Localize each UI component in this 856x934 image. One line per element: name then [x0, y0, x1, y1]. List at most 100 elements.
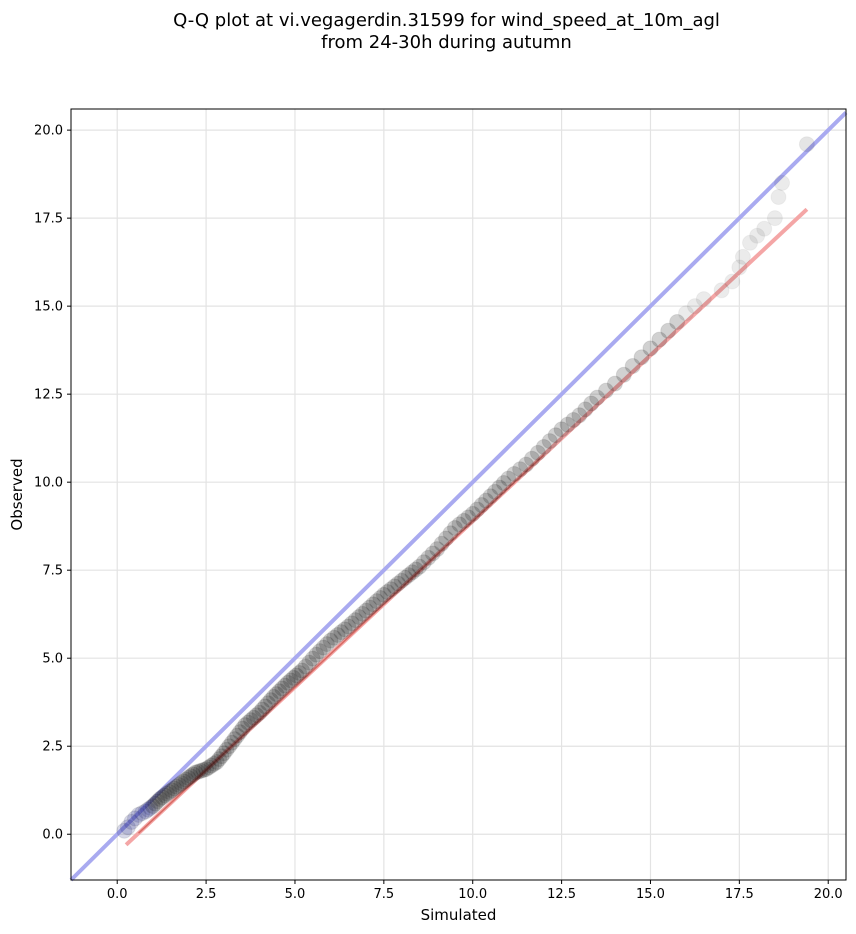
y-tick-label: 12.5: [34, 388, 63, 403]
data-point: [170, 776, 187, 793]
data-point: [158, 785, 175, 802]
data-point: [173, 775, 190, 792]
data-point: [231, 724, 248, 741]
data-point: [304, 650, 321, 667]
data-point: [211, 751, 228, 768]
data-point: [500, 470, 517, 487]
data-point: [390, 575, 407, 592]
data-point: [482, 488, 499, 505]
data-point: [265, 688, 282, 705]
data-point: [368, 593, 385, 610]
data-point: [175, 773, 192, 790]
axes-frame: [70, 108, 847, 881]
data-point: [518, 456, 535, 473]
data-point: [288, 667, 305, 684]
data-point: [770, 189, 787, 206]
data-point: [379, 584, 396, 601]
data-point: [660, 322, 677, 339]
y-tick-label: 20.0: [34, 124, 63, 139]
y-tick-label: 2.5: [42, 740, 63, 755]
data-point: [386, 578, 403, 595]
data-point: [415, 554, 432, 571]
data-point: [678, 305, 695, 322]
data-point: [311, 643, 328, 660]
data-point: [268, 686, 285, 703]
data-point: [358, 602, 375, 619]
data-point: [282, 672, 299, 689]
data-point: [713, 282, 730, 299]
data-point: [347, 612, 364, 629]
data-point: [749, 227, 766, 244]
data-point: [407, 561, 424, 578]
data-point: [134, 805, 151, 822]
data-point: [343, 615, 360, 632]
chart-title-line-2: from 24-30h during autumn: [321, 32, 572, 53]
data-point: [382, 581, 399, 598]
data-point: [633, 349, 650, 366]
data-point: [279, 674, 296, 691]
data-point: [615, 366, 632, 383]
data-point: [166, 780, 183, 797]
data-point: [756, 220, 773, 237]
data-point: [126, 810, 143, 827]
data-point: [404, 564, 421, 581]
data-point: [350, 609, 367, 626]
data-point: [495, 475, 512, 492]
data-point: [257, 698, 274, 715]
data-point: [322, 632, 339, 649]
data-point: [195, 761, 212, 778]
data-point: [506, 465, 523, 482]
data-point: [116, 822, 133, 839]
data-point: [185, 766, 202, 783]
data-point: [547, 427, 564, 444]
data-point: [734, 248, 751, 265]
data-point: [372, 590, 389, 607]
data-point: [523, 450, 540, 467]
data-point: [248, 707, 265, 724]
data-point: [254, 701, 271, 718]
chart-title-line-1: Q-Q plot at vi.vegagerdin.31599 for wind…: [173, 10, 720, 31]
data-point: [237, 717, 254, 734]
data-point: [147, 795, 164, 812]
data-point: [455, 512, 472, 529]
data-point: [469, 501, 486, 518]
data-point: [442, 525, 459, 542]
data-point: [460, 509, 477, 526]
data-point: [742, 234, 759, 251]
data-point: [259, 695, 276, 712]
y-axis-label: Observed: [8, 458, 26, 530]
fit-line-core: [138, 454, 545, 834]
data-point: [411, 558, 428, 575]
data-point: [242, 712, 259, 729]
data-point: [144, 798, 161, 815]
data-point: [285, 669, 302, 686]
data-point: [123, 813, 140, 830]
data-point: [177, 771, 194, 788]
x-tick-label: 17.5: [725, 887, 754, 902]
data-point: [329, 626, 346, 643]
data-point: [438, 530, 455, 547]
data-point: [291, 664, 308, 681]
data-point: [571, 407, 588, 424]
data-point: [400, 567, 417, 584]
data-point: [420, 549, 437, 566]
reference-lines: [69, 111, 848, 882]
data-point: [397, 569, 414, 586]
y-axis-ticks: 0.0 2.5 5.0 7.5 10.0 12.5 15.0 17.5 20.0: [34, 124, 71, 843]
data-point: [277, 677, 294, 694]
x-tick-label: 12.5: [547, 887, 576, 902]
data-point: [340, 618, 357, 635]
data-point: [651, 331, 668, 348]
x-axis-label: Simulated: [421, 906, 497, 924]
data-point: [451, 516, 468, 533]
data-point: [424, 545, 441, 562]
data-point: [429, 541, 446, 558]
data-point: [598, 382, 615, 399]
data-point: [213, 748, 230, 765]
data-point: [686, 298, 703, 315]
data-point: [297, 658, 314, 675]
data-point: [154, 789, 171, 806]
x-tick-label: 7.5: [374, 887, 395, 902]
data-point: [198, 761, 215, 778]
